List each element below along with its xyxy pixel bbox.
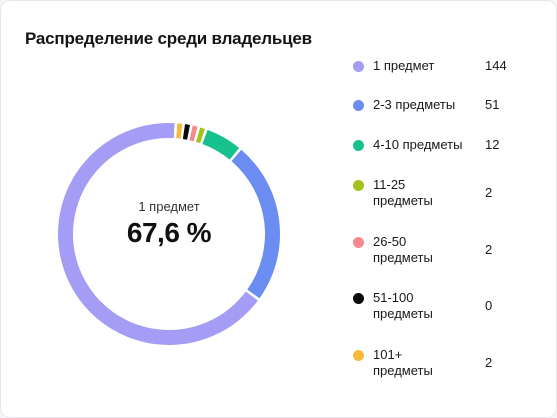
legend-count: 2 — [485, 242, 493, 257]
legend-swatch — [353, 100, 364, 111]
donut-segment-7[interactable] — [176, 123, 183, 139]
legend-label: 11-25 предметы — [373, 177, 433, 208]
legend-swatch — [353, 237, 364, 248]
card-title: Распределение среди владельцев — [25, 29, 312, 48]
legend-swatch — [353, 61, 364, 72]
legend-count: 2 — [485, 355, 493, 370]
legend-label: 1 предмет — [373, 58, 435, 73]
donut-segment-3[interactable] — [202, 129, 240, 160]
legend-label: 2-3 предметы — [373, 97, 456, 112]
donut-center-label: 1 предмет — [138, 199, 200, 214]
donut-chart — [58, 123, 280, 345]
donut-segment-5[interactable] — [189, 125, 198, 142]
legend-count: 12 — [485, 137, 500, 152]
donut-segment-6[interactable] — [182, 124, 190, 140]
legend-count: 51 — [485, 97, 500, 112]
legend-swatch — [353, 180, 364, 191]
legend-label: 51-100 предметы — [373, 290, 433, 321]
legend-swatch — [353, 350, 364, 361]
legend-count: 144 — [485, 58, 507, 73]
donut-segment-2[interactable] — [231, 149, 280, 299]
legend-count: 2 — [485, 185, 493, 200]
donut-center-value: 67,6 % — [126, 217, 212, 248]
legend-swatch — [353, 293, 364, 304]
legend-label: 4-10 предметы — [373, 137, 463, 152]
legend-count: 0 — [485, 298, 493, 313]
legend-label: 26-50 предметы — [373, 234, 433, 265]
legend-label: 101+ предметы — [373, 347, 433, 378]
donut-segment-4[interactable] — [195, 127, 205, 144]
legend-swatch — [353, 140, 364, 151]
